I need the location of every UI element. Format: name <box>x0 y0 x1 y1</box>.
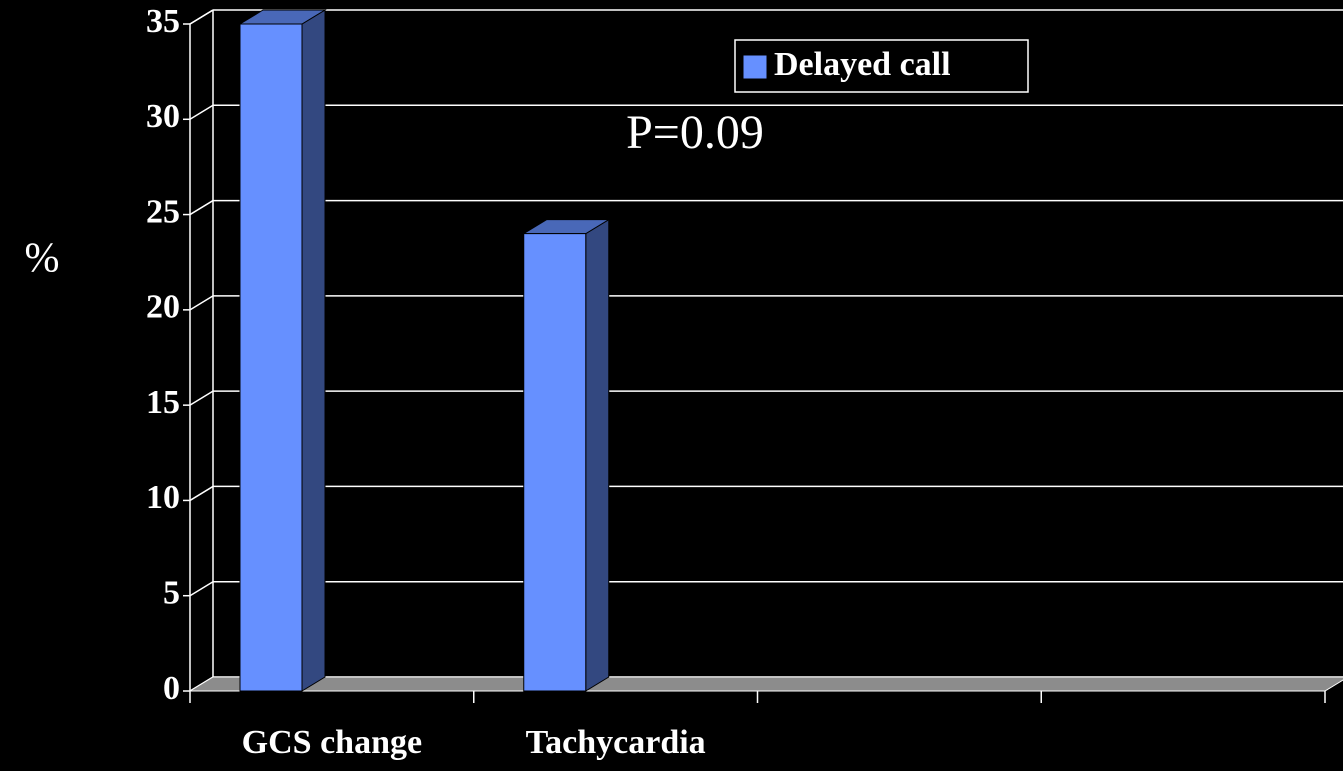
y-tick-label: 5 <box>163 575 180 612</box>
legend-box <box>734 39 1029 93</box>
legend-swatch <box>742 54 768 80</box>
grid-line-side <box>189 9 214 25</box>
grid-line-side <box>189 485 214 502</box>
bar-side <box>301 9 326 692</box>
x-tick-label: Tachycardia <box>526 724 706 761</box>
floor <box>188 676 1343 692</box>
bar <box>239 23 303 692</box>
grid-line-side <box>189 581 214 597</box>
y-tick-label: 15 <box>146 384 180 421</box>
y-tick-label: 35 <box>146 3 180 40</box>
grid-line-side <box>189 104 214 120</box>
bar-side <box>585 218 610 692</box>
grid-line-side <box>189 199 214 216</box>
y-tick-label: 0 <box>163 670 180 707</box>
y-axis-label: % <box>25 236 60 282</box>
grid-line-side <box>189 295 214 311</box>
x-tick-label: GCS change <box>242 724 422 761</box>
y-tick-label: 30 <box>146 98 180 135</box>
annotation: P=0.09 <box>626 106 764 159</box>
y-tick-label: 20 <box>146 289 180 326</box>
y-tick-label: 25 <box>146 193 180 230</box>
legend-label: Delayed call <box>774 46 951 83</box>
grid-line-side <box>189 390 214 406</box>
y-tick-label: 10 <box>146 479 180 516</box>
bar <box>523 233 587 692</box>
